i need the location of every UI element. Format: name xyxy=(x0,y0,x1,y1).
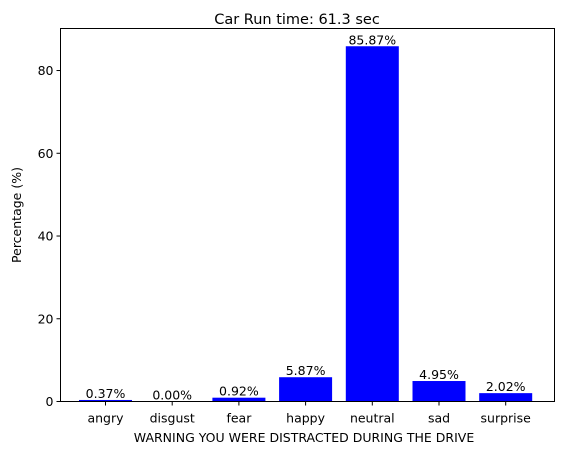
chart-title: Car Run time: 61.3 sec xyxy=(214,12,380,28)
plot-area-frame xyxy=(60,28,555,402)
x-tick-label-fear: fear xyxy=(226,411,252,426)
bar-fear xyxy=(212,397,266,402)
x-tick-label-sad: sad xyxy=(428,411,450,426)
x-tick-label-disgust: disgust xyxy=(150,411,195,426)
y-axis-ticks: 0 20 40 60 80 xyxy=(38,63,61,409)
bar-neutral xyxy=(345,46,399,402)
data-label-sad: 4.95% xyxy=(419,367,459,382)
data-label-angry: 0.37% xyxy=(86,386,126,401)
data-label-disgust: 0.00% xyxy=(152,388,192,403)
data-label-neutral: 85.87% xyxy=(348,32,396,47)
data-label-happy: 5.87% xyxy=(286,363,326,378)
bars xyxy=(79,46,533,402)
data-label-surprise: 2.02% xyxy=(486,379,526,394)
bar-sad xyxy=(412,381,466,402)
y-tick-label: 0 xyxy=(46,394,54,409)
x-tick-label-angry: angry xyxy=(87,411,124,426)
x-axis-ticks: angry disgust fear happy neutral sad surprise xyxy=(87,401,532,426)
bar-surprise xyxy=(479,393,533,402)
data-label-fear: 0.92% xyxy=(219,384,259,399)
bar-happy xyxy=(279,377,333,402)
x-tick-label-happy: happy xyxy=(286,411,325,426)
y-axis-label: Percentage (%) xyxy=(9,167,24,263)
y-tick-label: 60 xyxy=(38,146,54,161)
x-tick-label-neutral: neutral xyxy=(350,411,395,426)
y-tick-label: 40 xyxy=(38,229,54,244)
y-tick-label: 20 xyxy=(38,311,54,326)
x-tick-label-surprise: surprise xyxy=(481,411,532,426)
bar-angry xyxy=(79,399,132,402)
data-labels: 0.37% 0.00% 0.92% 5.87% 85.87% 4.95% 2.02% xyxy=(86,32,526,402)
y-tick-label: 80 xyxy=(38,63,54,78)
x-axis-label: WARNING YOU WERE DISTRACTED DURING THE D… xyxy=(134,430,475,445)
